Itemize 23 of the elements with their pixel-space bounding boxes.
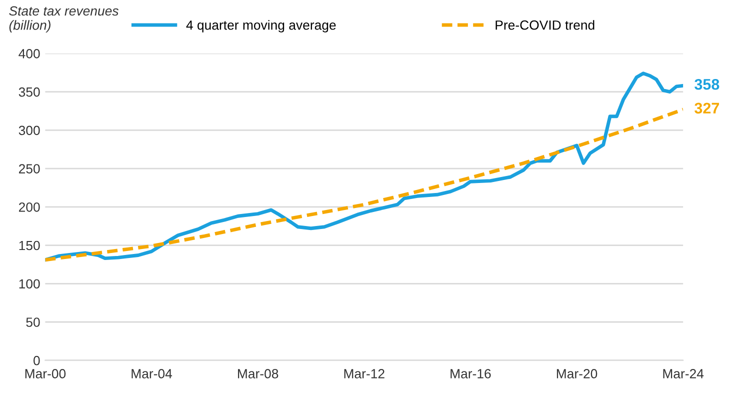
x-tick-label: Mar-12 [344,369,384,378]
x-tick-label: Mar-04 [132,369,172,378]
y-tick-label: 300 [18,126,40,136]
line-series [45,108,684,262]
line-series [45,72,684,262]
x-tick-label: Mar-20 [556,369,598,378]
x-tick-label: Mar-24 [663,369,704,378]
y-tick-label: 200 [18,202,40,212]
data-label: 327 [694,102,720,114]
x-tick-label: Mar-00 [25,369,66,378]
y-tick-label: 150 [19,240,40,250]
y-tick-label: 50 [26,318,40,327]
x-tick-label: Mar-16 [450,369,491,378]
y-tick-label: 400 [18,49,40,58]
y-axis-title: State tax revenues (billion) [9,6,118,32]
y-tick-label: 0 [34,356,40,366]
data-label: 358 [694,78,720,90]
x-tick-label: Mar-08 [238,369,278,378]
legend-label: 4 quarter moving average [186,20,336,32]
legend-label: Pre-COVID trend [496,20,594,30]
y-tick-label: 250 [18,164,40,174]
y-tick-label: 100 [19,279,40,289]
y-tick-label: 350 [18,87,40,97]
